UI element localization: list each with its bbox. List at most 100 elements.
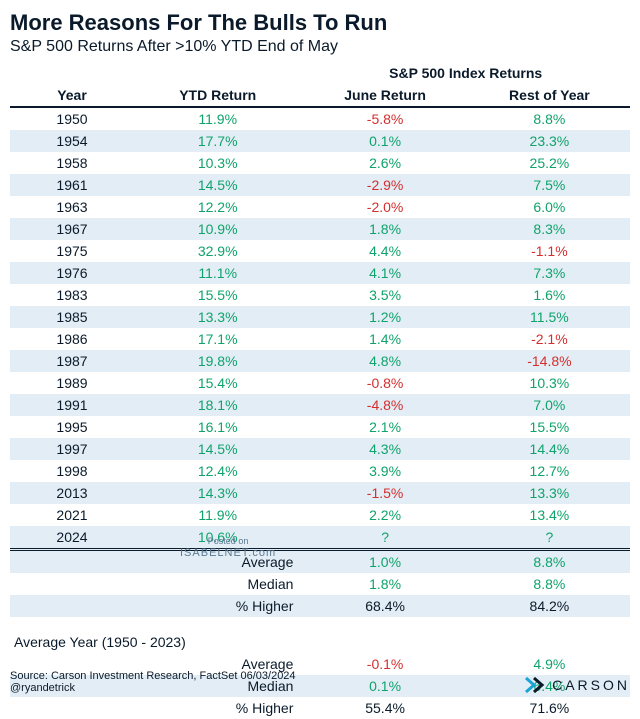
cell-ytd: 10.9%	[134, 218, 301, 240]
cell-roy: 25.2%	[469, 152, 630, 174]
table-head: S&P 500 Index Returns Year YTD Return Ju…	[10, 62, 630, 107]
cell-jun: -0.8%	[301, 372, 468, 394]
cell-year: 1958	[10, 152, 134, 174]
cell-jun: 4.1%	[301, 262, 468, 284]
cell-ytd: 11.1%	[134, 262, 301, 284]
table-row: 202111.9%2.2%13.4%	[10, 504, 630, 526]
cell-ytd: 32.9%	[134, 240, 301, 262]
avg-section-label: Average Year (1950 - 2023)	[10, 631, 630, 653]
table-row: 198617.1%1.4%-2.1%	[10, 328, 630, 350]
table-row: 195011.9%-5.8%8.8%	[10, 107, 630, 130]
cell-ytd: 14.5%	[134, 174, 301, 196]
cell-jun: 1.8%	[301, 218, 468, 240]
table-row: 198315.5%3.5%1.6%	[10, 284, 630, 306]
cell-jun: -1.5%	[301, 482, 468, 504]
cell-roy: 13.3%	[469, 482, 630, 504]
cell-jun: 3.5%	[301, 284, 468, 306]
cell-roy: -1.1%	[469, 240, 630, 262]
cell-jun: 1.4%	[301, 328, 468, 350]
cell-ytd: 17.1%	[134, 328, 301, 350]
cell-jun: 2.2%	[301, 504, 468, 526]
table-row: 196312.2%-2.0%6.0%	[10, 196, 630, 218]
table-row: 198915.4%-0.8%10.3%	[10, 372, 630, 394]
cell-year: 1995	[10, 416, 134, 438]
cell-jun: 4.3%	[301, 438, 468, 460]
col-rest: Rest of Year	[469, 84, 630, 107]
cell-ytd: 17.7%	[134, 130, 301, 152]
page: More Reasons For The Bulls To Run S&P 50…	[0, 0, 640, 700]
table-row: 201314.3%-1.5%13.3%	[10, 482, 630, 504]
cell-roy: 8.3%	[469, 218, 630, 240]
cell-year: 2013	[10, 482, 134, 504]
cell-roy: 23.3%	[469, 130, 630, 152]
cell-jun: 4.4%	[301, 240, 468, 262]
table-row: 197532.9%4.4%-1.1%	[10, 240, 630, 262]
group-header: S&P 500 Index Returns	[301, 62, 630, 84]
cell-ytd: 10.3%	[134, 152, 301, 174]
summary-roy: 8.8%	[469, 573, 630, 595]
table-row: 199118.1%-4.8%7.0%	[10, 394, 630, 416]
cell-ytd: 10.6%	[134, 526, 301, 550]
cell-ytd: 13.3%	[134, 306, 301, 328]
table-body: 195011.9%-5.8%8.8%195417.7%0.1%23.3%1958…	[10, 107, 630, 550]
cell-jun: 3.9%	[301, 460, 468, 482]
summary-label: % Higher	[134, 697, 301, 719]
cell-year: 1997	[10, 438, 134, 460]
summary-jun: 1.8%	[301, 573, 468, 595]
cell-year: 1987	[10, 350, 134, 372]
cell-ytd: 11.9%	[134, 504, 301, 526]
cell-roy: 14.4%	[469, 438, 630, 460]
summary-jun: 1.0%	[301, 550, 468, 574]
cell-jun: -4.8%	[301, 394, 468, 416]
cell-jun: -2.0%	[301, 196, 468, 218]
brand-name: CARSON	[552, 677, 630, 693]
cell-jun: 1.2%	[301, 306, 468, 328]
cell-ytd: 15.5%	[134, 284, 301, 306]
cell-jun: -2.9%	[301, 174, 468, 196]
cell-ytd: 16.1%	[134, 416, 301, 438]
cell-year: 1991	[10, 394, 134, 416]
handle-line: @ryandetrick	[10, 682, 296, 694]
table-row: 199516.1%2.1%15.5%	[10, 416, 630, 438]
cell-ytd: 14.3%	[134, 482, 301, 504]
summary-label: Average	[134, 550, 301, 574]
table-row: 199812.4%3.9%12.7%	[10, 460, 630, 482]
cell-year: 1985	[10, 306, 134, 328]
page-title: More Reasons For The Bulls To Run	[10, 10, 630, 36]
cell-roy: 10.3%	[469, 372, 630, 394]
summary-roy: 71.6%	[469, 697, 630, 719]
cell-roy: 13.4%	[469, 504, 630, 526]
summary-label: % Higher	[134, 595, 301, 617]
cell-jun: 4.8%	[301, 350, 468, 372]
summary-body: Average1.0%8.8%Median1.8%8.8%% Higher68.…	[10, 550, 630, 618]
cell-year: 1954	[10, 130, 134, 152]
table-row: 196114.5%-2.9%7.5%	[10, 174, 630, 196]
summary-row: Average1.0%8.8%	[10, 550, 630, 574]
cell-year: 1950	[10, 107, 134, 130]
footer: Source: Carson Investment Research, Fact…	[10, 670, 630, 694]
table-row: 198513.3%1.2%11.5%	[10, 306, 630, 328]
summary-row: % Higher55.4%71.6%	[10, 697, 630, 719]
returns-table: S&P 500 Index Returns Year YTD Return Ju…	[10, 62, 630, 719]
col-year: Year	[10, 84, 134, 107]
footer-left: Source: Carson Investment Research, Fact…	[10, 670, 296, 694]
cell-ytd: 18.1%	[134, 394, 301, 416]
cell-jun: -5.8%	[301, 107, 468, 130]
cell-roy: 15.5%	[469, 416, 630, 438]
cell-roy: 7.5%	[469, 174, 630, 196]
cell-roy: ?	[469, 526, 630, 550]
cell-ytd: 12.2%	[134, 196, 301, 218]
cell-roy: -14.8%	[469, 350, 630, 372]
cell-ytd: 19.8%	[134, 350, 301, 372]
cell-ytd: 15.4%	[134, 372, 301, 394]
summary-row: Median1.8%8.8%	[10, 573, 630, 595]
cell-ytd: 14.5%	[134, 438, 301, 460]
cell-jun: 2.1%	[301, 416, 468, 438]
column-header-row: Year YTD Return June Return Rest of Year	[10, 84, 630, 107]
cell-year: 1961	[10, 174, 134, 196]
summary-label: Median	[134, 573, 301, 595]
col-ytd: YTD Return	[134, 84, 301, 107]
cell-roy: 8.8%	[469, 107, 630, 130]
cell-year: 1976	[10, 262, 134, 284]
table-row: 199714.5%4.3%14.4%	[10, 438, 630, 460]
